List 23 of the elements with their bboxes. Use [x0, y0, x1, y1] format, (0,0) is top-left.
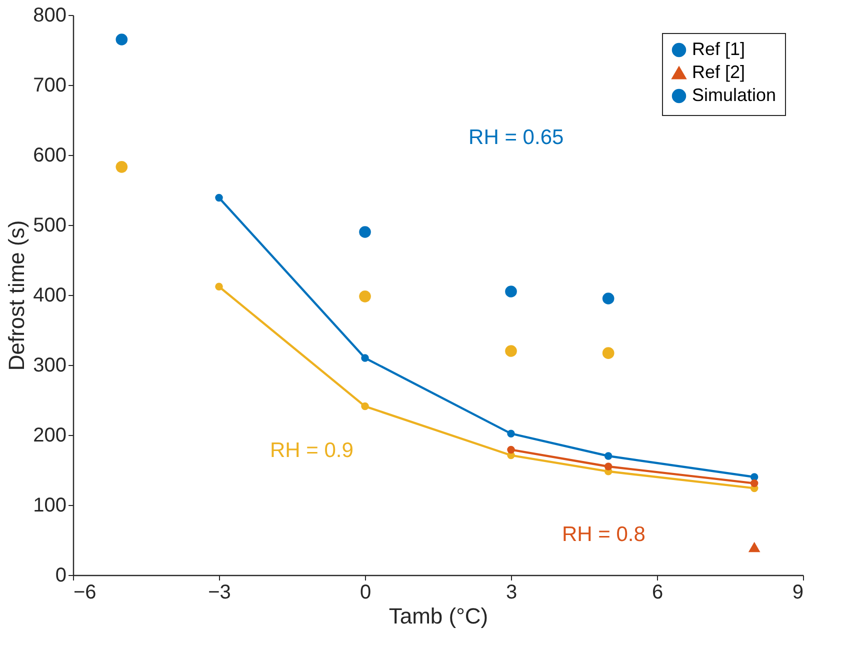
x-tick-label: 9 — [792, 582, 804, 604]
x-tick-label: −6 — [74, 582, 96, 604]
y-tick-label: 700 — [33, 74, 66, 96]
annotation: RH = 0.65 — [468, 126, 564, 150]
y-tick-label: 400 — [33, 284, 66, 306]
legend-label: Ref [2] — [692, 62, 746, 82]
x-tick-label: 6 — [652, 582, 664, 604]
annotation: RH = 0.8 — [562, 523, 646, 546]
y-tick-label: 0 — [55, 564, 66, 586]
y-tick-label: 100 — [33, 494, 66, 516]
legend-label: Simulation — [692, 85, 776, 105]
x-tick-label: −3 — [208, 582, 231, 604]
annotation: RH = 0.9 — [270, 439, 354, 462]
y-tick-label: 300 — [33, 354, 66, 376]
y-tick-label: 200 — [33, 424, 66, 446]
x-tick-label: 0 — [360, 582, 372, 604]
y-axis-title: Defrost time (s) — [4, 220, 30, 371]
y-tick-label: 500 — [33, 214, 66, 236]
y-tick-label: 600 — [33, 144, 66, 166]
legend-label: Ref [1] — [692, 39, 746, 59]
x-tick-label: 3 — [506, 582, 518, 604]
y-tick-label: 800 — [33, 4, 66, 26]
x-axis-title: Tamb (°C) — [388, 604, 488, 628]
